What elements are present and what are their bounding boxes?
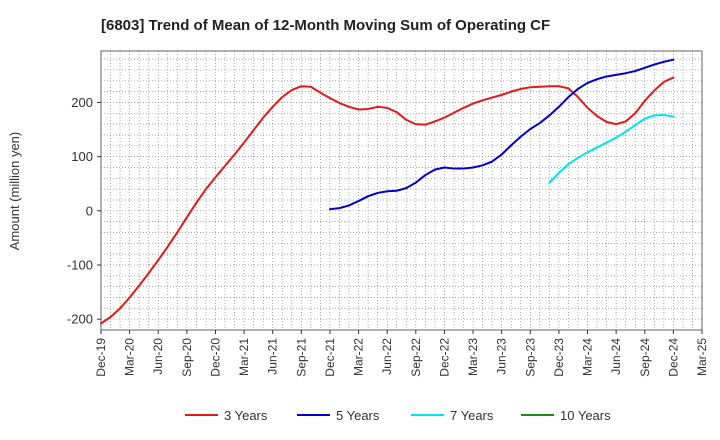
x-tick-label: Dec-23 [552,338,566,377]
chart-title: [6803] Trend of Mean of 12-Month Moving … [101,17,550,34]
x-tick-label: Dec-21 [323,338,337,377]
x-tick-label: Dec-22 [437,338,451,377]
legend-label: 3 Years [224,408,268,423]
y-tick-label: -100 [67,257,93,272]
y-tick-label: 0 [86,203,93,218]
x-tick-label: Mar-22 [352,338,366,376]
legend-label: 7 Years [450,408,494,423]
legend-label: 5 Years [336,408,380,423]
legend: 3 Years 5 Years 7 Years 10 Years [185,408,611,423]
x-tick-label: Dec-24 [666,338,680,377]
x-axis-ticks: Dec-19 Mar-20 Jun-20 Sep-20 Dec-20 Mar-21 Jun-… [94,330,709,377]
x-tick-label: Mar-23 [466,338,480,376]
x-tick-label: Jun-22 [380,338,394,375]
x-tick-label: Jun-24 [609,338,623,375]
y-tick-label: 100 [71,149,93,164]
x-tick-label: Dec-20 [208,338,222,377]
x-tick-label: Mar-20 [123,338,137,376]
x-tick-label: Jun-23 [495,338,509,375]
plot-area [100,50,703,331]
y-tick-label: -200 [67,312,93,327]
series-line-3-years [100,76,675,325]
x-tick-label: Sep-22 [409,338,423,377]
y-axis-ticks: -200 -100 0 100 200 [67,95,101,327]
series-line-7-years [548,113,675,184]
x-tick-label: Jun-20 [151,338,165,375]
x-tick-label: Mar-24 [581,338,595,376]
y-tick-label: 200 [71,95,93,110]
y-axis-label: Amount (million yen) [7,132,22,251]
x-tick-label: Sep-20 [180,338,194,377]
grid [100,51,703,330]
x-tick-label: Sep-24 [638,338,652,377]
x-tick-label: Sep-23 [523,338,537,377]
series-lines [100,58,675,325]
x-tick-label: Dec-19 [94,338,108,377]
x-tick-label: Mar-25 [695,338,709,376]
series-line-5-years [328,58,675,211]
legend-label: 10 Years [560,408,611,423]
x-tick-label: Mar-21 [237,338,251,376]
x-tick-label: Jun-21 [266,338,280,375]
x-tick-label: Sep-21 [294,338,308,377]
